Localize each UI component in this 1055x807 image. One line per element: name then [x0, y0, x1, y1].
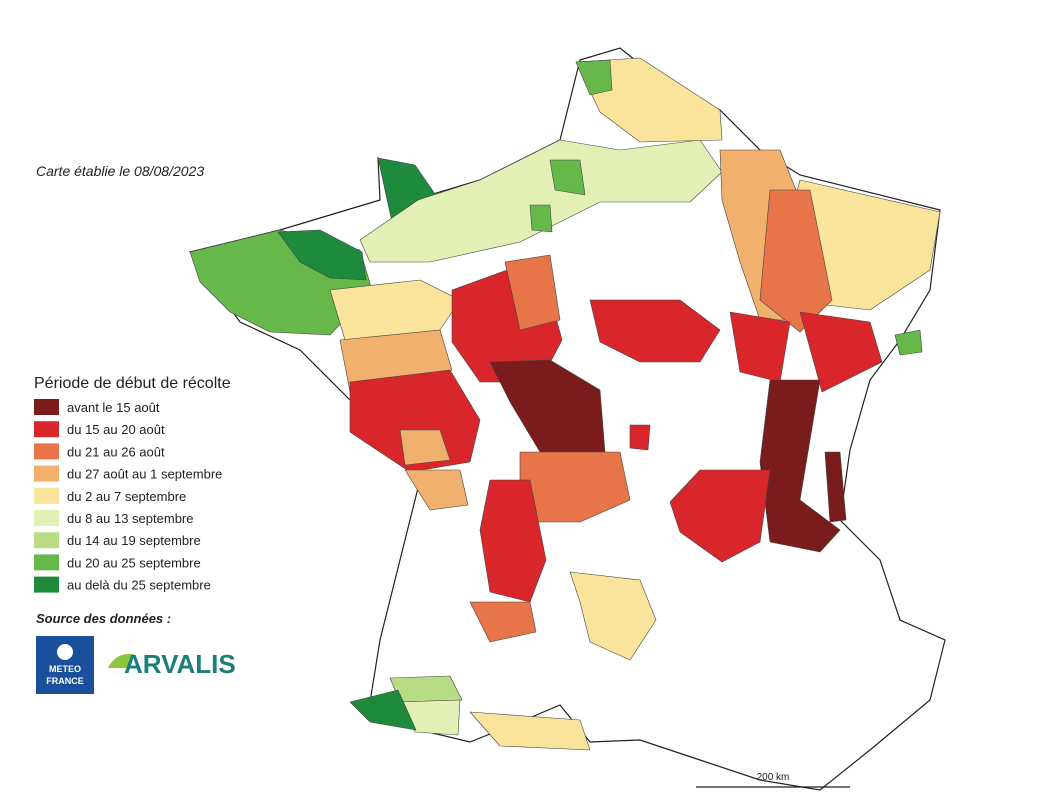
arvalis-icon	[108, 653, 134, 668]
region	[589, 299, 721, 363]
legend-swatch	[34, 554, 59, 571]
region	[669, 469, 771, 563]
region	[569, 571, 657, 661]
region	[329, 279, 461, 341]
legend-swatch	[34, 399, 59, 415]
legend-swatch	[34, 421, 59, 438]
legend-swatch	[34, 576, 59, 593]
legend-label: du 27 août au 1 septembre	[67, 467, 222, 482]
legend-label: du 8 au 13 septembre	[67, 511, 193, 526]
legend-swatch	[34, 510, 59, 526]
legend-label: du 2 au 7 septembre	[67, 489, 186, 504]
meteo-icon	[57, 644, 73, 660]
meteo-text: METEO	[49, 664, 81, 674]
region	[349, 689, 417, 731]
legend-swatch	[34, 487, 59, 504]
region	[549, 159, 586, 196]
legend-label: du 15 au 20 août	[67, 422, 165, 437]
legend-label: avant le 15 août	[67, 400, 160, 415]
region	[504, 254, 561, 331]
legend-swatch	[34, 443, 59, 460]
region	[469, 601, 537, 643]
meteo-text: FRANCE	[46, 676, 84, 686]
legend-label: du 21 au 26 août	[67, 444, 165, 459]
region	[824, 451, 847, 523]
region	[575, 59, 613, 96]
scale-label: 200 km	[757, 772, 790, 783]
arvalis-logo: ARVALIS	[124, 649, 236, 679]
legend-label: du 20 au 25 septembre	[67, 555, 201, 570]
legend-title: Période de début de récolte	[34, 375, 231, 392]
legend: avant le 15 août du 15 au 20 août du 21 au…	[34, 399, 222, 593]
region	[894, 329, 923, 356]
harvest-regions	[189, 57, 941, 751]
source-title: Source des données :	[36, 611, 171, 626]
region	[799, 311, 883, 393]
region	[359, 139, 723, 263]
map-date: Carte établie le 08/08/2023	[36, 163, 204, 179]
region	[277, 229, 367, 281]
legend-swatch	[34, 465, 59, 482]
legend-swatch	[34, 532, 59, 549]
region	[399, 429, 451, 466]
region	[629, 424, 651, 451]
legend-label: au delà du 25 septembre	[67, 578, 211, 593]
region	[575, 57, 723, 143]
region	[529, 204, 553, 233]
legend-label: du 14 au 19 septembre	[67, 533, 201, 548]
region	[349, 369, 481, 473]
region	[404, 469, 469, 511]
region	[469, 711, 591, 751]
